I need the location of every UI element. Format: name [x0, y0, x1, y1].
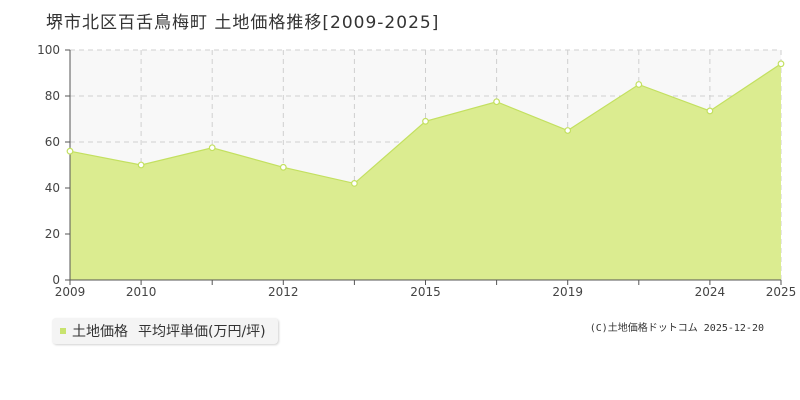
- x-tick-label: 2012: [268, 285, 299, 299]
- y-tick-label: 60: [45, 135, 60, 149]
- data-point: [422, 117, 429, 125]
- chart-title: 堺市北区百舌鳥梅町 土地価格推移[2009-2025]: [46, 13, 440, 33]
- data-point: [66, 147, 74, 155]
- legend-swatch: [60, 328, 66, 334]
- x-tick-label: 2015: [410, 285, 441, 299]
- legend-label: 土地価格: [72, 324, 128, 340]
- data-point: [137, 161, 145, 169]
- data-points: [66, 60, 785, 187]
- x-tick-labels: 2009 2010 2012 2015 2019 2024 2025: [55, 280, 797, 299]
- x-tick-label: 2010: [126, 285, 157, 299]
- area-chart: 0 20 40 60 80 100 2009 2010 2012 2015 2019 2024 202…: [37, 43, 797, 299]
- legend: 土地価格 平均坪単価(万円/坪): [52, 318, 278, 344]
- data-point: [635, 81, 643, 88]
- y-tick-label: 80: [45, 89, 60, 103]
- x-tick-label: 2024: [695, 285, 726, 299]
- y-tick-label: 0: [52, 273, 60, 287]
- credit-text: (C)土地価格ドットコム 2025-12-20: [589, 323, 764, 334]
- x-tick-label: 2019: [552, 285, 583, 299]
- legend-series-name: 平均坪単価(万円/坪): [138, 324, 266, 340]
- y-tick-label: 100: [37, 43, 60, 57]
- x-tick-label: 2009: [55, 285, 86, 299]
- data-point: [279, 163, 287, 171]
- data-point: [208, 144, 216, 152]
- y-tick-label: 20: [45, 227, 60, 241]
- series-area: [70, 63, 781, 280]
- data-point: [706, 107, 714, 115]
- x-tick-label: 2025: [766, 285, 797, 299]
- data-point: [351, 179, 358, 187]
- data-point: [777, 60, 785, 68]
- y-tick-label: 40: [45, 181, 60, 195]
- data-point: [564, 127, 572, 134]
- data-point: [493, 98, 501, 106]
- y-tick-labels: 0 20 40 60 80 100: [37, 43, 70, 287]
